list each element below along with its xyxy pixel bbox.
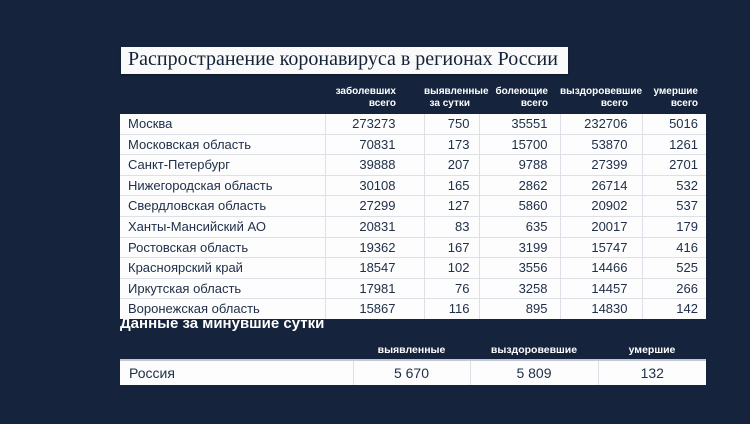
- country-cell: Россия: [129, 365, 175, 381]
- column-header-detected-daily: выявленные за сутки: [424, 86, 489, 109]
- daily-table: выявленные выздоровевшие умершие Россия …: [120, 344, 706, 385]
- region-cell: Московская область: [120, 134, 325, 156]
- value-cell: 3199: [478, 237, 560, 259]
- table-row: Московская область 70831 173 15700 53870…: [120, 134, 706, 156]
- value-cell: 26714: [559, 175, 642, 197]
- table-row: Ханты-Мансийский АО 20831 83 635 20017 1…: [120, 216, 706, 238]
- daily-table-header: выявленные выздоровевшие умершие: [120, 344, 706, 360]
- value-cell: 30108: [324, 175, 424, 197]
- region-cell: Свердловская область: [120, 195, 325, 217]
- region-cell: Нижегородская область: [120, 175, 325, 197]
- value-cell: 83: [423, 216, 479, 238]
- value-cell: 14466: [559, 257, 642, 279]
- value-cell: 537: [641, 195, 706, 217]
- table-row: Красноярский край 18547 102 3556 14466 5…: [120, 257, 706, 279]
- column-header-sick-total: болеющие всего: [495, 86, 548, 109]
- value-cell: 20831: [324, 216, 424, 238]
- value-cell: 20017: [559, 216, 642, 238]
- value-cell: 39888: [324, 154, 424, 176]
- value-cell: 14830: [559, 298, 642, 319]
- value-cell: 532: [641, 175, 706, 197]
- value-cell: 5016: [641, 114, 706, 135]
- value-cell: 14457: [559, 278, 642, 300]
- value-cell: 18547: [324, 257, 424, 279]
- region-cell: Иркутская область: [120, 278, 325, 300]
- column-header-region: [120, 86, 325, 114]
- value-cell: 15747: [559, 237, 642, 259]
- value-cell: 53870: [559, 134, 642, 156]
- value-cell: 127: [423, 195, 479, 217]
- region-cell: Санкт-Петербург: [120, 154, 325, 176]
- table-row: Свердловская область 27299 127 5860 2090…: [120, 195, 706, 217]
- value-cell: 179: [641, 216, 706, 238]
- value-cell: 142: [641, 298, 706, 319]
- table-row: Воронежская область 15867 116 895 14830 …: [120, 298, 706, 319]
- regions-table: заболевших всего выявленные за сутки бол…: [120, 86, 706, 319]
- value-cell: 416: [641, 237, 706, 259]
- value-cell: 9788: [478, 154, 560, 176]
- page-title: Распространение коронавируса в регионах …: [121, 47, 568, 74]
- table-row: Москва 273273 750 35551 232706 5016: [120, 114, 706, 135]
- value-cell: 76: [423, 278, 479, 300]
- value-cell: 19362: [324, 237, 424, 259]
- value-cell: 20902: [559, 195, 642, 217]
- value-cell: 525: [641, 257, 706, 279]
- value-cell: 102: [423, 257, 479, 279]
- column-header-recovered-total: выздоровевшие всего: [560, 86, 643, 109]
- column-header-detected: выявленные: [377, 344, 446, 356]
- value-cell: 27399: [559, 154, 642, 176]
- value-cell: 3556: [478, 257, 560, 279]
- value-cell: 1261: [641, 134, 706, 156]
- value-cell: 5 670: [352, 360, 470, 385]
- value-cell: 635: [478, 216, 560, 238]
- region-cell: Ростовская область: [120, 237, 325, 259]
- value-cell: 2862: [478, 175, 560, 197]
- regions-table-header: заболевших всего выявленные за сутки бол…: [120, 86, 706, 114]
- value-cell: 173: [423, 134, 479, 156]
- value-cell: 2701: [641, 154, 706, 176]
- column-header-recovered: выздоровевшие: [490, 344, 578, 356]
- value-cell: 232706: [559, 114, 642, 135]
- column-header-deaths: умершие: [628, 344, 676, 356]
- value-cell: 132: [597, 360, 706, 385]
- column-header-country: [120, 344, 353, 360]
- table-row: Иркутская область 17981 76 3258 14457 26…: [120, 278, 706, 300]
- region-cell: Воронежская область: [128, 301, 260, 317]
- region-cell: Красноярский край: [120, 257, 325, 279]
- value-cell: 15867: [324, 298, 424, 319]
- column-header-deaths-total: умершие всего: [653, 86, 698, 109]
- table-row: Санкт-Петербург 39888 207 9788 27399 270…: [120, 154, 706, 176]
- table-row: Нижегородская область 30108 165 2862 267…: [120, 175, 706, 197]
- value-cell: 5 809: [469, 360, 598, 385]
- value-cell: 35551: [478, 114, 560, 135]
- value-cell: 167: [423, 237, 479, 259]
- value-cell: 750: [423, 114, 479, 135]
- region-cell: Москва: [120, 114, 325, 135]
- value-cell: 165: [423, 175, 479, 197]
- value-cell: 273273: [324, 114, 424, 135]
- value-cell: 17981: [324, 278, 424, 300]
- value-cell: 5860: [478, 195, 560, 217]
- value-cell: 116: [423, 298, 479, 319]
- value-cell: 895: [478, 298, 560, 319]
- value-cell: 15700: [478, 134, 560, 156]
- table-row: Ростовская область 19362 167 3199 15747 …: [120, 237, 706, 259]
- value-cell: 70831: [324, 134, 424, 156]
- column-header-infected-total: заболевших всего: [335, 86, 396, 109]
- region-cell: Ханты-Мансийский АО: [120, 216, 325, 238]
- value-cell: 266: [641, 278, 706, 300]
- daily-section-title: Данные за минувшие сутки: [120, 315, 325, 332]
- table-row: Россия 5 670 5 809 132: [120, 360, 706, 385]
- value-cell: 27299: [324, 195, 424, 217]
- value-cell: 207: [423, 154, 479, 176]
- value-cell: 3258: [478, 278, 560, 300]
